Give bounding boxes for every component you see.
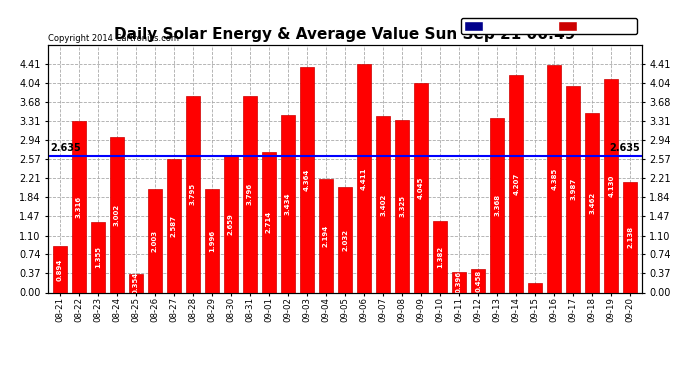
- Bar: [148, 189, 162, 292]
- Text: 3.368: 3.368: [494, 194, 500, 216]
- Text: 4.385: 4.385: [551, 168, 558, 190]
- Bar: [224, 155, 238, 292]
- Text: Copyright 2014 Cartronics.com: Copyright 2014 Cartronics.com: [48, 33, 179, 42]
- Text: 4.207: 4.207: [513, 172, 519, 195]
- Text: 3.462: 3.462: [589, 192, 595, 214]
- Bar: [395, 120, 409, 292]
- Bar: [300, 66, 314, 292]
- Text: 3.316: 3.316: [76, 196, 81, 218]
- Title: Daily Solar Energy & Average Value Sun Sep 21 06:49: Daily Solar Energy & Average Value Sun S…: [115, 27, 575, 42]
- Text: 3.796: 3.796: [247, 183, 253, 205]
- Text: 3.325: 3.325: [399, 195, 405, 217]
- Text: 1.996: 1.996: [209, 230, 215, 252]
- Bar: [357, 64, 371, 292]
- Bar: [52, 246, 67, 292]
- Text: 4.045: 4.045: [418, 177, 424, 199]
- Text: 0.354: 0.354: [132, 272, 139, 294]
- Text: 3.002: 3.002: [114, 204, 120, 226]
- Bar: [243, 96, 257, 292]
- Bar: [471, 269, 485, 292]
- Bar: [167, 159, 181, 292]
- Text: 2.032: 2.032: [342, 229, 348, 251]
- Bar: [414, 83, 428, 292]
- Bar: [205, 189, 219, 292]
- Legend: Average  ($), Daily   ($): Average ($), Daily ($): [461, 18, 637, 34]
- Text: 1.355: 1.355: [95, 246, 101, 268]
- Bar: [604, 79, 618, 292]
- Bar: [72, 121, 86, 292]
- Text: 3.434: 3.434: [285, 192, 291, 215]
- Text: 2.714: 2.714: [266, 211, 272, 233]
- Text: 2.659: 2.659: [228, 213, 234, 235]
- Bar: [490, 118, 504, 292]
- Bar: [90, 222, 105, 292]
- Bar: [585, 113, 600, 292]
- Text: 2.138: 2.138: [627, 226, 633, 248]
- Bar: [433, 221, 447, 292]
- Text: 1.382: 1.382: [437, 246, 443, 268]
- Bar: [376, 116, 390, 292]
- Text: 2.635: 2.635: [609, 144, 640, 153]
- Bar: [566, 86, 580, 292]
- Text: 3.402: 3.402: [380, 193, 386, 216]
- Text: 4.130: 4.130: [609, 174, 614, 197]
- Text: 2.003: 2.003: [152, 230, 158, 252]
- Bar: [623, 182, 638, 292]
- Text: 0.458: 0.458: [475, 270, 481, 292]
- Bar: [281, 115, 295, 292]
- Bar: [262, 152, 276, 292]
- Bar: [128, 274, 143, 292]
- Bar: [528, 283, 542, 292]
- Text: 0.396: 0.396: [456, 271, 462, 293]
- Bar: [338, 187, 352, 292]
- Text: 4.411: 4.411: [361, 167, 367, 189]
- Text: 4.364: 4.364: [304, 168, 310, 191]
- Bar: [452, 272, 466, 292]
- Text: 2.587: 2.587: [171, 214, 177, 237]
- Text: 2.635: 2.635: [50, 144, 81, 153]
- Bar: [186, 96, 200, 292]
- Text: 3.987: 3.987: [570, 178, 576, 200]
- Text: 2.194: 2.194: [323, 225, 329, 247]
- Bar: [110, 137, 124, 292]
- Bar: [509, 75, 523, 292]
- Bar: [547, 66, 562, 292]
- Text: 0.894: 0.894: [57, 258, 63, 280]
- Text: 3.795: 3.795: [190, 183, 196, 206]
- Bar: [319, 179, 333, 292]
